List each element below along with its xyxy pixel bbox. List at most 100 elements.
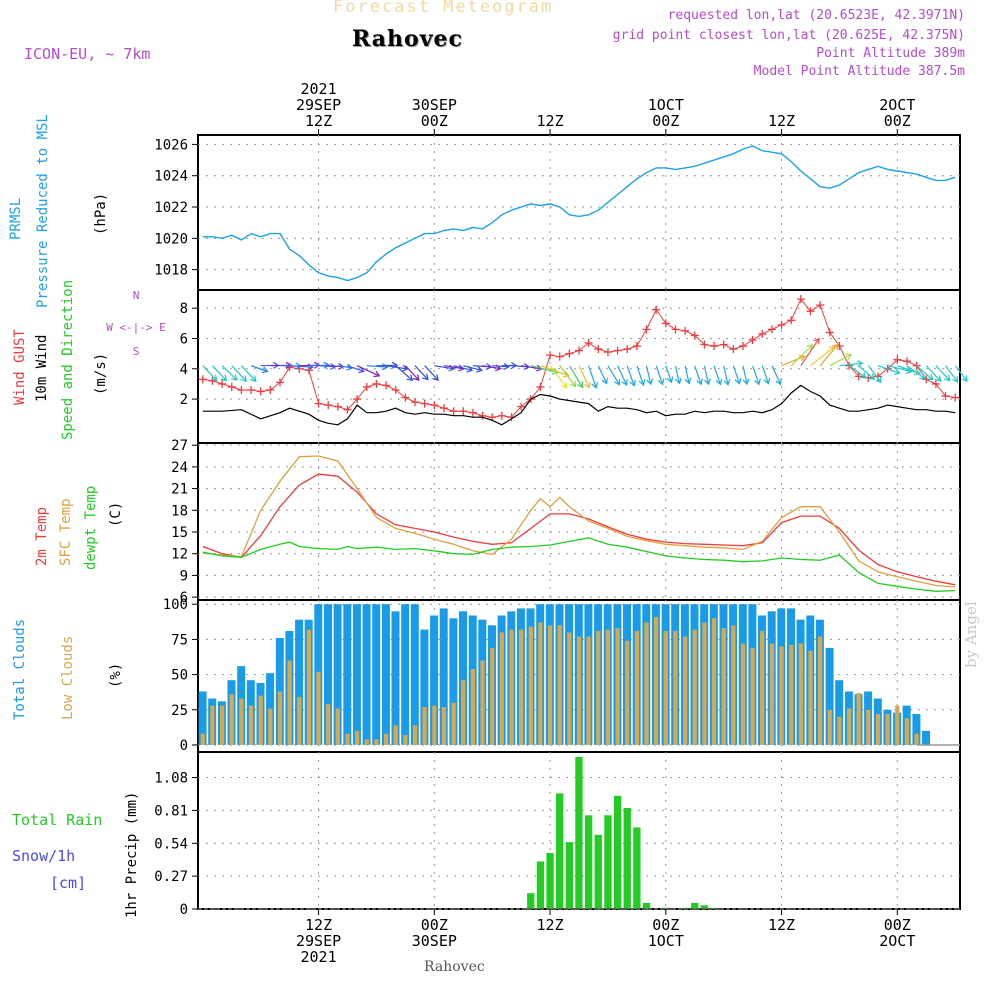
rain-bar (527, 893, 535, 909)
gust-marker (729, 345, 738, 354)
pressure-unit-label: (hPa) (93, 193, 109, 235)
wind-arrow (617, 365, 628, 387)
y-tick-label: 0.27 (154, 869, 188, 885)
low-cloud-bar (422, 707, 427, 745)
gust-marker (324, 401, 333, 410)
top-time-label: 29SEP (296, 96, 341, 114)
gust-marker (497, 411, 506, 420)
wind-arrow (703, 365, 711, 386)
top-time-label: 00Z (421, 112, 448, 130)
wind-arrow (839, 360, 864, 368)
gust-marker (411, 398, 420, 407)
y-tick-label: 6 (180, 590, 188, 606)
gust-marker (546, 351, 555, 360)
low-cloud-bar (210, 705, 215, 745)
rain-bars (527, 756, 718, 909)
total-cloud-bar (449, 618, 458, 745)
low-clouds-label: Low Clouds (60, 636, 76, 720)
gust-marker (623, 345, 632, 354)
gust-marker (767, 325, 776, 334)
gust-marker (738, 342, 747, 351)
model-altitude: Model Point Altitude 387.5m (753, 64, 965, 79)
y-tick-label: 1024 (154, 169, 188, 185)
total-cloud-bar (430, 615, 439, 745)
wind-arrow (800, 337, 820, 367)
low-cloud-bar (432, 705, 437, 745)
low-cloud-bar (451, 702, 456, 745)
wind-arrow (549, 365, 568, 389)
wind-arrow (916, 365, 934, 381)
wind-arrow (221, 365, 238, 381)
low-cloud-bar (229, 694, 234, 745)
grid-lines: 1018102010221024102624686912151821242702… (154, 135, 960, 918)
compass-north: N (133, 289, 140, 302)
bottom-time-label: 29SEP (296, 932, 341, 950)
wind-arrow (771, 365, 782, 386)
wind-arrow (347, 365, 365, 374)
total-cloud-bar (439, 608, 448, 745)
low-cloud-bar (798, 643, 803, 745)
gust-marker (449, 407, 458, 416)
temp-unit-label: (C) (108, 502, 124, 527)
gust-marker (517, 402, 526, 411)
wind-arrow (694, 365, 703, 386)
low-cloud-bar (355, 730, 360, 745)
low-cloud-bar (663, 631, 668, 745)
total-cloud-bar (352, 604, 361, 745)
rain-bar (556, 793, 564, 909)
bottom-time-label: 00Z (652, 916, 679, 934)
gust-marker (333, 402, 342, 411)
y-tick-label: 6 (180, 331, 188, 347)
low-cloud-bar (547, 625, 553, 745)
total-cloud-bar (401, 604, 410, 745)
low-cloud-bar (277, 691, 283, 745)
gust-marker (681, 326, 690, 335)
total-cloud-bar (825, 647, 834, 745)
low-cloud-bar (519, 629, 524, 745)
gust-marker (304, 366, 313, 375)
low-cloud-bar (615, 628, 620, 745)
y-tick-label: 12 (171, 547, 188, 563)
low-cloud-bar (721, 628, 726, 745)
top-time-label: 2OCT (879, 96, 915, 114)
low-cloud-bar (374, 739, 379, 745)
low-cloud-bar (760, 631, 765, 745)
gust-marker (642, 325, 651, 334)
wind-arrow (250, 365, 269, 374)
location-title: Rahovec (352, 26, 463, 52)
y-tick-label: 4 (180, 362, 188, 378)
low-cloud-bar (470, 669, 475, 745)
rain-bar (623, 808, 631, 909)
gust-marker (459, 407, 468, 416)
total-clouds-label: Total Clouds (12, 619, 28, 720)
requested-coords: requested lon,lat (20.6523E, 42.3971N) (667, 8, 965, 23)
gust-marker (275, 378, 284, 387)
low-cloud-bar (557, 625, 562, 745)
low-cloud-bar (200, 733, 205, 745)
compass-west-east: W <-|-> E (106, 321, 166, 334)
rain-bar (575, 756, 583, 909)
wind-arrow (867, 365, 882, 384)
gust-marker (748, 335, 757, 344)
low-cloud-bar (683, 636, 688, 745)
wind-arrow (492, 363, 511, 371)
bottom-time-label: 2021 (301, 948, 337, 966)
gust-marker (941, 392, 950, 401)
low-cloud-bar (461, 680, 466, 745)
gust-marker (372, 379, 381, 388)
y-tick-label: 50 (171, 668, 188, 684)
gust-marker (816, 301, 825, 310)
gust-marker (806, 307, 815, 316)
total-rain-label: Total Rain (12, 811, 102, 829)
low-cloud-bar (297, 697, 302, 745)
wind-arrow (665, 365, 674, 384)
forecast-title: Forecast Meteogram (333, 0, 554, 17)
y-tick-label: 18 (171, 503, 188, 519)
low-cloud-bar (827, 709, 832, 745)
gust-marker (710, 342, 719, 351)
low-cloud-bar (364, 739, 369, 745)
low-cloud-bar (403, 735, 408, 745)
gust-marker (382, 381, 391, 390)
rain-bar (700, 905, 708, 909)
